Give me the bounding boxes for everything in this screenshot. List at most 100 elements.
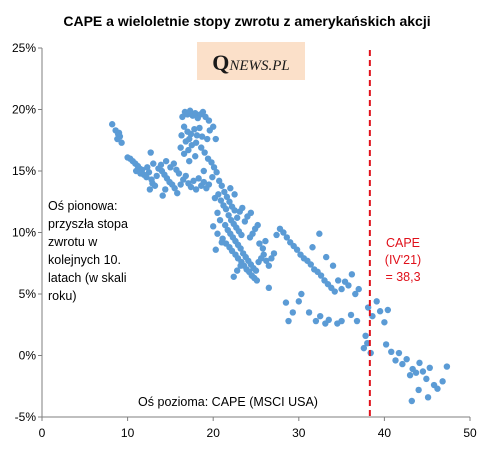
data-point xyxy=(395,349,403,357)
data-point xyxy=(305,309,313,316)
data-point xyxy=(185,146,192,154)
data-point xyxy=(252,267,260,274)
data-point xyxy=(268,255,275,262)
data-point xyxy=(147,149,154,156)
data-point xyxy=(212,246,219,253)
x-tick-label: 40 xyxy=(378,426,392,440)
data-point xyxy=(143,173,150,181)
data-point xyxy=(162,186,169,193)
data-point xyxy=(254,221,261,229)
y-axis-annotation-line: latach (w skali xyxy=(48,271,127,285)
data-point xyxy=(221,221,229,229)
data-point xyxy=(283,234,291,241)
x-tick-labels: 0 10 20 30 40 50 xyxy=(39,417,477,440)
data-point xyxy=(317,312,324,320)
x-tick-label: 50 xyxy=(463,426,477,440)
data-point xyxy=(316,230,323,237)
data-point xyxy=(177,144,184,151)
data-point xyxy=(218,182,225,189)
data-point xyxy=(217,197,225,204)
data-point xyxy=(175,170,183,177)
data-point xyxy=(211,194,219,202)
data-point xyxy=(192,139,200,146)
y-axis-annotation: Oś pionowa: przyszła stopa zwrotu w kolejny… xyxy=(48,199,128,303)
x-tick-label: 30 xyxy=(292,426,306,440)
data-point xyxy=(265,284,273,292)
data-point xyxy=(162,157,170,165)
data-point xyxy=(145,169,153,176)
data-point xyxy=(192,186,200,193)
data-point xyxy=(426,364,433,371)
y-axis-annotation-line: kolejnych 10. xyxy=(48,253,121,267)
data-point xyxy=(190,177,197,185)
data-point xyxy=(186,157,193,165)
data-point xyxy=(381,319,388,326)
y-axis-annotation-line: roku) xyxy=(48,289,76,303)
data-point xyxy=(205,117,213,124)
data-point xyxy=(233,214,241,221)
data-point xyxy=(415,386,422,394)
data-point xyxy=(180,123,188,130)
data-point xyxy=(322,253,330,261)
data-point xyxy=(237,262,244,269)
data-point xyxy=(213,169,220,176)
data-point xyxy=(253,277,261,284)
data-point xyxy=(214,209,221,217)
data-point xyxy=(331,288,338,295)
data-point xyxy=(439,378,446,385)
data-point xyxy=(263,257,270,264)
data-point xyxy=(376,308,384,315)
data-point xyxy=(214,230,221,237)
data-point xyxy=(115,129,123,137)
data-point xyxy=(382,341,390,348)
data-point xyxy=(423,375,430,383)
data-point xyxy=(265,262,273,269)
data-point xyxy=(353,317,361,325)
data-point xyxy=(238,231,245,239)
y-axis-annotation-line: Oś pionowa: xyxy=(48,199,117,213)
chart-title: CAPE a wieloletnie stopy zwrotu z ameryk… xyxy=(63,13,430,29)
data-point xyxy=(416,359,423,367)
data-point xyxy=(270,250,278,257)
data-point xyxy=(298,290,305,298)
x-tick-label: 0 xyxy=(39,426,46,440)
data-point xyxy=(215,177,223,185)
data-point xyxy=(186,135,193,143)
data-point xyxy=(325,316,332,324)
y-tick-label: 15% xyxy=(12,164,36,178)
data-point xyxy=(384,306,392,314)
data-point xyxy=(216,217,224,224)
data-point xyxy=(260,251,267,258)
data-point xyxy=(237,245,244,252)
data-point xyxy=(191,125,198,133)
data-point xyxy=(153,172,160,180)
logo-text: QNEWS.PL xyxy=(212,50,290,75)
data-point xyxy=(317,272,325,279)
data-point xyxy=(223,193,231,201)
y-tick-label: 5% xyxy=(19,287,37,301)
cape-marker-label-line: = 38,3 xyxy=(385,270,420,284)
data-point xyxy=(282,299,290,306)
data-point xyxy=(233,267,241,274)
data-point xyxy=(249,230,256,237)
data-point xyxy=(280,229,287,236)
y-tick-label: 0% xyxy=(19,349,37,363)
data-point xyxy=(151,182,159,189)
data-point xyxy=(201,149,208,156)
data-point xyxy=(210,164,218,171)
data-point xyxy=(419,368,427,375)
data-point xyxy=(221,188,228,196)
data-point xyxy=(434,385,441,392)
data-point xyxy=(329,262,337,269)
data-point xyxy=(247,209,255,217)
y-axis-annotation-line: przyszła stopa xyxy=(48,217,128,231)
logo-rest: NEWS.PL xyxy=(228,58,289,74)
cape-marker-label-line: (IV'21) xyxy=(385,253,421,267)
data-point xyxy=(352,290,359,298)
y-tick-label: -5% xyxy=(15,410,37,424)
data-point xyxy=(170,160,178,167)
logo: QNEWS.PL xyxy=(197,42,305,80)
y-tick-labels: -5% 0% 5% 10% 15% 20% 25% xyxy=(12,41,42,424)
data-point xyxy=(187,183,195,191)
